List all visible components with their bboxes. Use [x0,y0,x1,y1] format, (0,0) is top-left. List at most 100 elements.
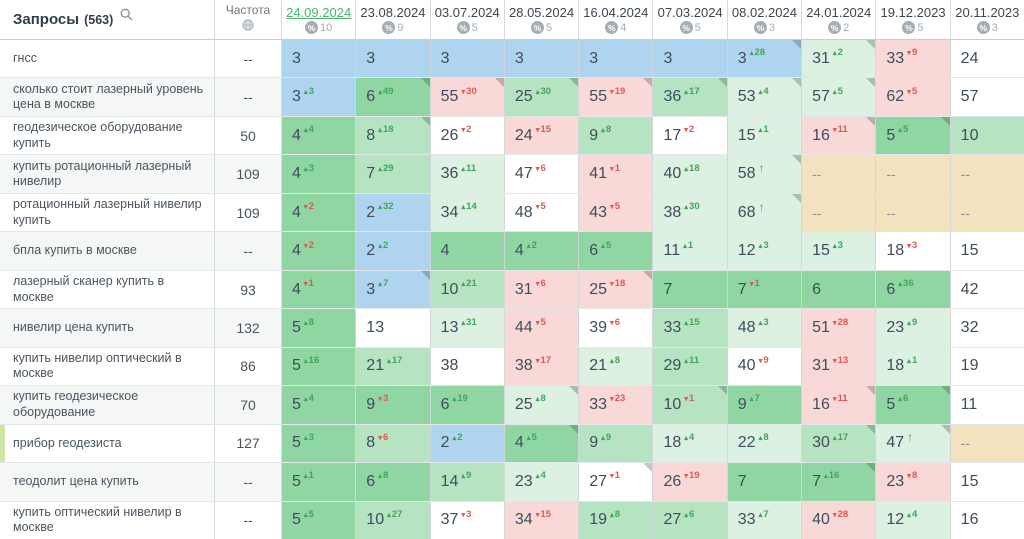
position-cell[interactable]: 9 ▾ 3 [356,386,431,424]
position-cell[interactable]: 6 ▴ 36 [876,270,951,309]
position-cell[interactable]: 16 ▾ 11 [802,386,877,424]
position-cell[interactable]: 25 ▾ 18 [579,270,654,309]
position-cell[interactable]: 33 ▴ 15 [653,309,728,347]
position-cell[interactable]: 27 ▴ 6 [653,501,728,539]
position-cell[interactable]: 17 ▾ 2 [653,116,728,155]
position-cell[interactable]: 14 ▴ 9 [430,463,505,501]
position-cell[interactable]: 4 ▴ 2 [504,232,580,270]
query-cell[interactable]: сколько стоит лазерный уровень цена в мо… [0,78,215,116]
position-cell[interactable]: 39 ▾ 6 [579,309,654,347]
position-cell[interactable]: 4 [430,232,505,270]
position-cell[interactable]: 27 ▾ 1 [579,463,654,501]
position-cell[interactable]: 4 ▴ 4 [282,116,357,155]
position-cell[interactable]: 8 ▾ 6 [356,424,431,463]
position-cell[interactable]: 11 ▴ 1 [653,232,728,270]
position-cell[interactable]: 24 ▾ 15 [504,116,580,155]
position-cell[interactable]: 5 ▴ 6 [876,386,951,424]
query-cell[interactable]: бпла купить в москве [0,232,215,270]
position-cell[interactable]: 36 ▴ 11 [430,155,505,193]
date-column-header[interactable]: 28.05.2024% 5 [505,0,580,39]
position-cell[interactable]: 31 ▾ 13 [802,347,877,386]
search-icon[interactable] [120,8,133,26]
position-cell[interactable]: 23 ▴ 9 [876,309,951,347]
frequency-header[interactable]: Частота [215,0,282,39]
position-cell[interactable]: 9 ▴ 7 [727,386,803,424]
query-cell[interactable]: теодолит цена купить [0,463,215,501]
position-cell[interactable]: -- [876,193,951,232]
position-cell[interactable]: 23 ▾ 8 [876,463,951,501]
position-cell[interactable]: 26 ▾ 19 [653,463,728,501]
position-cell[interactable]: 3 [653,40,728,78]
date-column-header[interactable]: 07.03.2024% 5 [653,0,728,39]
position-cell[interactable]: -- [802,193,877,232]
date-column-header[interactable]: 03.07.2024% 5 [431,0,505,39]
query-cell[interactable]: прибор геодезиста [0,424,215,463]
position-cell[interactable]: 47 ↑ [876,424,951,463]
date-label[interactable]: 19.12.2023 [880,5,946,20]
position-cell[interactable]: 18 ▴ 1 [876,347,951,386]
position-cell[interactable]: 10 [950,116,1024,155]
position-cell[interactable]: -- [950,155,1024,193]
date-label-selected[interactable]: 24.09.2024 [286,5,352,20]
position-cell[interactable]: 5 ▴ 5 [876,116,951,155]
position-cell[interactable]: 57 ▴ 5 [802,78,877,116]
date-label[interactable]: 03.07.2024 [434,5,500,20]
position-cell[interactable]: 15 ▴ 3 [802,232,877,270]
position-cell[interactable]: 68 ↑ [727,193,803,232]
position-cell[interactable]: 6 ▴ 8 [356,463,431,501]
position-cell[interactable]: 15 ▴ 1 [727,116,803,155]
position-cell[interactable]: 5 ▴ 8 [282,309,357,347]
position-cell[interactable]: 6 [802,270,877,309]
position-cell[interactable]: 31 ▴ 2 [802,40,877,78]
position-cell[interactable]: -- [950,424,1024,463]
query-cell[interactable]: купить геодезическое оборудование [0,386,215,424]
position-cell[interactable]: 25 ▴ 30 [504,78,580,116]
date-column-header[interactable]: 16.04.2024% 4 [579,0,654,39]
position-cell[interactable]: 24 [950,40,1024,78]
position-cell[interactable]: 11 [950,386,1024,424]
position-cell[interactable]: 47 ▾ 6 [504,155,580,193]
position-cell[interactable]: 40 ▾ 28 [802,501,877,539]
position-cell[interactable]: 6 ▴ 19 [430,386,505,424]
position-cell[interactable]: 51 ▾ 28 [802,309,877,347]
position-cell[interactable]: 15 [950,232,1024,270]
position-cell[interactable]: 3 [579,40,654,78]
position-cell[interactable]: 16 [950,501,1024,539]
position-cell[interactable]: 12 ▴ 4 [876,501,951,539]
position-cell[interactable]: 5 ▴ 16 [282,347,357,386]
position-cell[interactable]: 43 ▾ 5 [579,193,654,232]
position-cell[interactable]: 18 ▴ 4 [653,424,728,463]
position-cell[interactable]: 62 ▾ 5 [876,78,951,116]
position-cell[interactable]: 6 ▴ 5 [579,232,654,270]
position-cell[interactable]: 53 ▴ 4 [727,78,803,116]
position-cell[interactable]: 33 ▾ 9 [876,40,951,78]
position-cell[interactable]: 21 ▴ 8 [579,347,654,386]
position-cell[interactable]: 10 ▴ 27 [356,501,431,539]
position-cell[interactable]: 3 [430,40,505,78]
position-cell[interactable]: 7 [653,270,728,309]
position-cell[interactable]: 48 ▴ 3 [727,309,803,347]
position-cell[interactable]: 15 [950,463,1024,501]
query-cell[interactable]: купить ротационный лазерный нивелир [0,155,215,193]
position-cell[interactable]: 13 ▴ 31 [430,309,505,347]
position-cell[interactable]: -- [950,193,1024,232]
position-cell[interactable]: 7 ▴ 16 [802,463,877,501]
position-cell[interactable]: 5 ▴ 3 [282,424,357,463]
date-label[interactable]: 08.02.2024 [731,5,797,20]
position-cell[interactable]: 4 ▾ 2 [282,193,357,232]
position-cell[interactable]: 42 [950,270,1024,309]
position-cell[interactable]: 34 ▾ 15 [504,501,580,539]
date-label[interactable]: 28.05.2024 [509,5,575,20]
position-cell[interactable]: 31 ▾ 6 [504,270,580,309]
position-cell[interactable]: 3 ▴ 7 [356,270,431,309]
position-cell[interactable]: 10 ▾ 1 [653,386,728,424]
query-cell[interactable]: нивелир цена купить [0,309,215,347]
position-cell[interactable]: 33 ▴ 7 [727,501,803,539]
position-cell[interactable]: 34 ▴ 14 [430,193,505,232]
position-cell[interactable]: 12 ▴ 3 [727,232,803,270]
position-cell[interactable]: 44 ▾ 5 [504,309,580,347]
position-cell[interactable]: 3 ▴ 3 [282,78,357,116]
position-cell[interactable]: 2 ▴ 32 [356,193,431,232]
position-cell[interactable]: 13 [356,309,431,347]
position-cell[interactable]: 9 ▴ 8 [579,116,654,155]
